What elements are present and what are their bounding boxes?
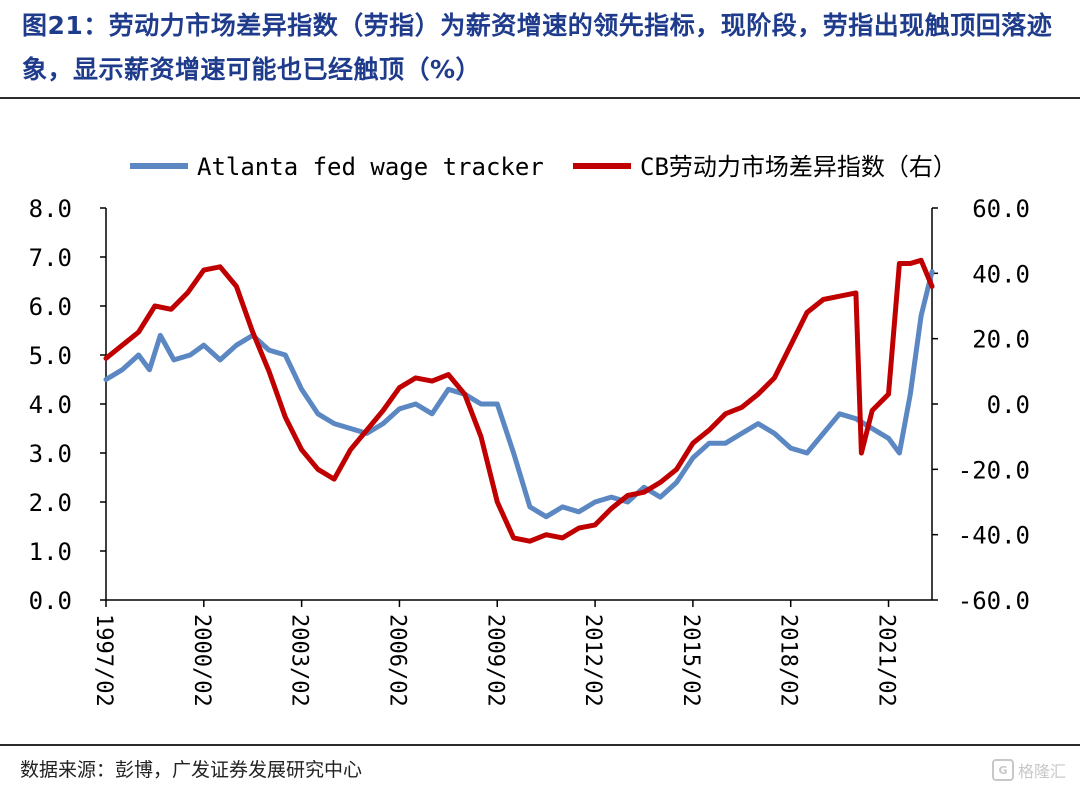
y-right-tick-label: 20.0 [972,326,1030,354]
watermark-text: 格隆汇 [1017,762,1066,781]
y-left-tick-label: 0.0 [29,587,72,615]
x-tick-label: 2021/02 [874,614,899,707]
y-left-tick-label: 3.0 [29,440,72,468]
x-tick-label: 2015/02 [678,614,703,707]
series-line-wage-tracker [103,269,935,520]
x-tick-label: 1997/02 [91,614,116,707]
y-left-tick-label: 2.0 [29,489,72,517]
axes-layer: 0.0 1.0 2.0 3.0 4.0 5.0 6.0 7.0 8.0 -60.0 -40.0 -20… [29,195,1030,707]
y-left-tick-label: 1.0 [29,538,72,566]
x-tick-label: 2018/02 [776,614,801,707]
y-right-tick-label: -20.0 [958,456,1030,484]
y-right-tick-label: 40.0 [972,260,1030,288]
series-layer [103,257,935,544]
title-divider [0,97,1080,99]
y-left-tick-label: 7.0 [29,244,72,272]
y-right-tick-label: -60.0 [958,587,1030,615]
legend-item-cb-index-label: CB劳动力市场差异指数（右） [640,153,957,181]
watermark-logo-icon: G [991,759,1014,781]
x-tick-label: 2000/02 [189,614,214,707]
y-left-tick-label: 6.0 [29,293,72,321]
y-right-tick-label: -40.0 [958,522,1030,550]
chart-title: 图21：劳动力市场差异指数（劳指）为薪资增速的领先指标，现阶段，劳指出现触顶回落… [22,11,1053,84]
y-left-tick-label: 8.0 [29,195,72,223]
watermark: G 格隆汇 [991,758,1066,782]
y-left-tick-label: 4.0 [29,391,72,419]
y-right-tick-label: 60.0 [972,195,1030,223]
chart-canvas: 0.0 1.0 2.0 3.0 4.0 5.0 6.0 7.0 8.0 -60.0 -40.0 -20… [29,153,1030,707]
y-right-tick-label: 0.0 [987,391,1030,419]
series-line-cb-index [103,257,935,544]
y-left-tick-label: 5.0 [29,342,72,370]
x-tick-label: 2003/02 [287,614,312,707]
legend: Atlanta fed wage tracker CB劳动力市场差异指数（右） [130,153,957,181]
footer-divider [0,744,1080,746]
x-tick-label: 2012/02 [580,614,605,707]
x-tick-label: 2009/02 [482,614,507,707]
x-tick-label: 2006/02 [384,614,409,707]
legend-item-wage-tracker-label: Atlanta fed wage tracker [197,153,544,181]
source-note: 数据来源：彭博，广发证券发展研究中心 [20,759,363,781]
